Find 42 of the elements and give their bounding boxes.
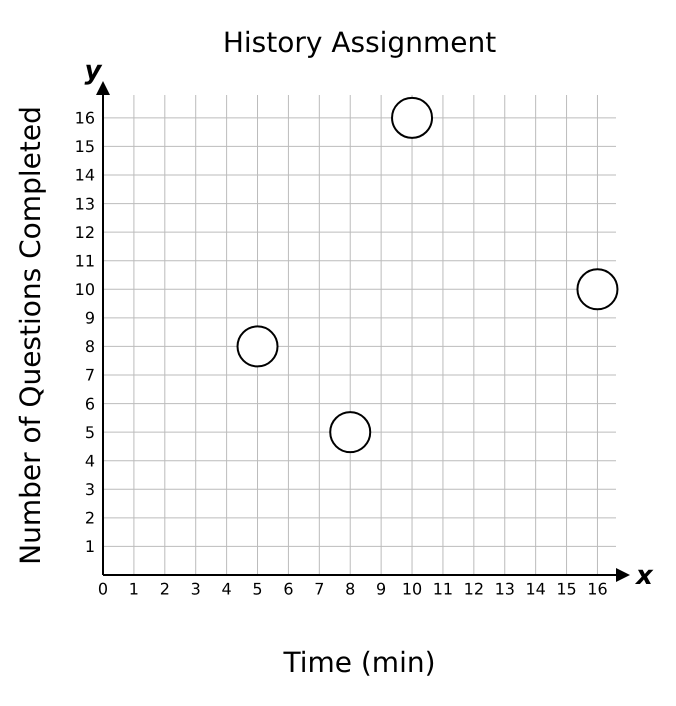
y-tick-label: 12 <box>74 222 95 242</box>
x-tick-label: 3 <box>190 579 201 598</box>
x-tick-label: 2 <box>160 579 170 598</box>
y-tick-label: 3 <box>84 480 95 499</box>
y-tick-label: 8 <box>84 337 95 356</box>
text: y <box>84 56 103 86</box>
y-tick-label: 5 <box>84 422 95 442</box>
y-axis-title: Number of Questions Completed <box>14 106 46 564</box>
x-tick-label: 5 <box>252 579 263 598</box>
y-tick-label: 11 <box>74 251 95 270</box>
x-tick-label: 6 <box>283 579 294 598</box>
y-tick-label: 1 <box>84 537 95 556</box>
y-tick-label: 9 <box>84 308 95 328</box>
y-tick-label: 10 <box>74 280 95 299</box>
x-tick-label: 10 <box>402 579 422 598</box>
x-tick-label: 14 <box>525 579 546 598</box>
x-tick-label: 9 <box>376 579 386 598</box>
y-tick-label: 2 <box>84 508 95 528</box>
chart-title: History Assignment <box>222 26 498 59</box>
point <box>236 325 279 368</box>
y-tick-label: 14 <box>74 166 95 185</box>
x-tick-label: 13 <box>494 579 515 598</box>
y-tick-label: 4 <box>84 451 95 470</box>
x-tick-label: 11 <box>432 579 454 598</box>
x-axis-title: Time (min) <box>282 646 437 679</box>
x-tick-label: 16 <box>587 579 608 598</box>
y-tick-label: 7 <box>84 366 95 385</box>
y-tick-label: 16 <box>74 108 95 128</box>
x-tick-label: 1 <box>128 579 139 598</box>
x-tick-label: 4 <box>222 579 232 598</box>
y-tick-label: 15 <box>74 137 95 156</box>
x-tick-label: 8 <box>345 579 356 598</box>
text: x <box>634 561 654 591</box>
point <box>329 411 372 454</box>
x-tick-label: 7 <box>314 579 324 598</box>
point <box>391 96 434 139</box>
x-tick-label: 12 <box>464 579 484 598</box>
point <box>576 268 618 310</box>
x-tick-label: 0 <box>98 579 108 598</box>
x-tick-label: 15 <box>556 579 577 598</box>
y-tick-label: 6 <box>84 394 95 414</box>
y-tick-label: 13 <box>74 194 95 214</box>
